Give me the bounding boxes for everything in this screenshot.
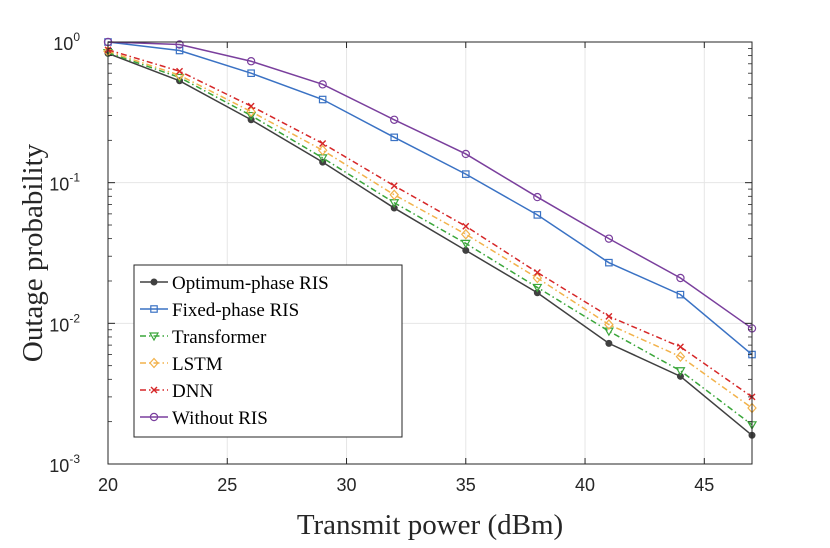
data-point-transformer bbox=[460, 239, 471, 249]
data-point-lstm bbox=[246, 106, 256, 118]
legend-marker-optimum-phase-ris bbox=[150, 278, 158, 286]
x-tick-label: 20 bbox=[98, 475, 118, 495]
series-line-fixed-phase-ris bbox=[107, 41, 753, 356]
y-axis-label: Outage probability bbox=[17, 143, 49, 362]
data-point-without-ris bbox=[676, 273, 685, 283]
data-point-fixed-phase-ris bbox=[605, 258, 613, 267]
y-tick-exponent: -1 bbox=[69, 171, 80, 185]
data-point-without-ris bbox=[246, 57, 256, 66]
data-point-dnn bbox=[676, 343, 684, 351]
data-point-without-ris bbox=[390, 115, 399, 124]
legend-marker-without-ris bbox=[149, 412, 159, 422]
y-tick-base: 10 bbox=[49, 315, 69, 335]
series-line-transformer bbox=[107, 51, 753, 426]
data-point-fixed-phase-ris bbox=[676, 290, 685, 299]
data-point-fixed-phase-ris bbox=[318, 95, 327, 104]
legend-label-lstm: LSTM bbox=[172, 354, 223, 375]
legend-label-optimum-phase-ris: Optimum-phase RIS bbox=[172, 273, 329, 294]
data-point-fixed-phase-ris bbox=[533, 211, 542, 219]
x-axis-label: Transmit power (dBm) bbox=[297, 509, 563, 541]
y-tick-label: 100 bbox=[53, 30, 80, 54]
y-tick-base: 10 bbox=[49, 456, 69, 476]
data-point-lstm bbox=[604, 319, 614, 330]
data-point-without-ris bbox=[604, 234, 614, 243]
series-line-dnn bbox=[107, 49, 753, 398]
y-tick-label: 10-1 bbox=[49, 171, 80, 195]
data-point-dnn bbox=[605, 312, 613, 320]
series-line-without-ris bbox=[107, 41, 753, 330]
legend-marker-fixed-phase-ris bbox=[150, 305, 158, 313]
y-tick-exponent: -3 bbox=[69, 452, 80, 466]
legend-marker-lstm bbox=[149, 357, 159, 369]
data-point-dnn bbox=[533, 268, 541, 276]
y-tick-exponent: -2 bbox=[69, 311, 80, 325]
data-point-optimum-phase-ris bbox=[605, 339, 613, 347]
data-point-lstm bbox=[532, 272, 543, 284]
data-point-optimum-phase-ris bbox=[676, 372, 684, 380]
data-point-optimum-phase-ris bbox=[533, 289, 541, 297]
data-point-lstm bbox=[460, 228, 471, 240]
y-tick-label: 10-2 bbox=[49, 311, 80, 335]
data-point-fixed-phase-ris bbox=[247, 69, 255, 78]
axes-box bbox=[107, 41, 753, 465]
data-point-without-ris bbox=[533, 192, 542, 202]
y-tick-base: 10 bbox=[49, 175, 69, 195]
series-line-lstm bbox=[107, 50, 753, 409]
data-point-dnn bbox=[319, 139, 327, 147]
x-tick-label: 35 bbox=[456, 475, 476, 495]
data-point-lstm bbox=[317, 144, 328, 156]
data-point-without-ris bbox=[461, 149, 470, 159]
data-point-without-ris bbox=[175, 40, 184, 49]
y-tick-exponent: 0 bbox=[73, 30, 80, 44]
data-point-dnn bbox=[462, 222, 470, 230]
series-line-optimum-phase-ris bbox=[107, 52, 753, 436]
series-fixed-phase-ris bbox=[104, 38, 756, 359]
legend-box bbox=[133, 264, 403, 438]
data-point-fixed-phase-ris bbox=[461, 170, 470, 178]
legend-label-dnn: DNN bbox=[172, 381, 213, 402]
series-lstm bbox=[103, 45, 757, 414]
legend: Optimum-phase RIS Fixed-phase RIS Transfor… bbox=[133, 264, 403, 438]
x-tick-labels: 20 25 30 35 40 45 bbox=[98, 475, 714, 495]
data-point-dnn bbox=[176, 67, 184, 75]
series-without-ris bbox=[103, 37, 757, 333]
x-tick-label: 45 bbox=[694, 475, 714, 495]
legend-marker-dnn bbox=[150, 386, 158, 394]
data-point-optimum-phase-ris bbox=[390, 204, 398, 212]
y-tick-label: 10-3 bbox=[49, 452, 80, 476]
data-point-transformer bbox=[675, 367, 686, 376]
data-point-lstm bbox=[675, 351, 686, 363]
data-point-fixed-phase-ris bbox=[175, 46, 184, 55]
data-point-fixed-phase-ris bbox=[390, 133, 399, 142]
x-tick-label: 40 bbox=[575, 475, 595, 495]
legend-marker-transformer bbox=[148, 332, 160, 342]
y-tick-base: 10 bbox=[53, 34, 73, 54]
data-point-without-ris bbox=[318, 80, 327, 89]
series-group bbox=[102, 37, 758, 439]
legend-label-without-ris: Without RIS bbox=[172, 408, 268, 429]
data-point-transformer bbox=[532, 283, 543, 293]
data-point-dnn bbox=[390, 182, 398, 190]
data-point-lstm bbox=[389, 189, 400, 201]
data-point-dnn bbox=[247, 102, 255, 110]
x-tick-label: 25 bbox=[217, 475, 237, 495]
legend-label-transformer: Transformer bbox=[172, 327, 267, 348]
x-tick-label: 30 bbox=[337, 475, 357, 495]
tick-marks bbox=[107, 41, 752, 465]
legend-label-fixed-phase-ris: Fixed-phase RIS bbox=[172, 300, 299, 321]
data-point-transformer bbox=[246, 111, 257, 121]
data-point-transformer bbox=[603, 327, 614, 337]
